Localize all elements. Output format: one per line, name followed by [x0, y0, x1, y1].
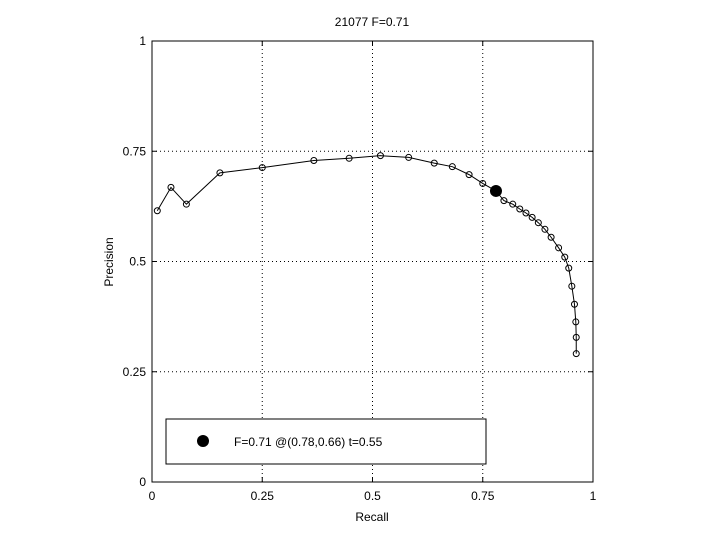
data-point — [345, 154, 353, 162]
data-point — [430, 159, 438, 167]
x-tick-label: 0 — [149, 489, 156, 503]
data-point — [565, 264, 573, 272]
grid-lines — [152, 41, 593, 482]
x-axis-label: Recall — [355, 510, 388, 524]
legend-box — [165, 418, 487, 465]
pr-curve-line — [156, 155, 577, 354]
data-point — [167, 183, 175, 191]
data-point — [310, 157, 318, 165]
y-tick-label: 0.25 — [123, 365, 147, 379]
chart-title: 21077 F=0.71 — [335, 15, 410, 29]
x-tick-label: 1 — [590, 489, 597, 503]
legend: F=0.71 @(0.78,0.66) t=0.55 — [165, 418, 487, 465]
data-point — [572, 318, 580, 326]
data-point — [534, 219, 542, 227]
data-point — [216, 169, 224, 177]
data-point — [572, 333, 580, 341]
legend-label: F=0.71 @(0.78,0.66) t=0.55 — [234, 435, 383, 449]
y-tick-label: 1 — [139, 34, 146, 48]
data-point — [561, 253, 569, 261]
x-tick-label: 0.25 — [251, 489, 275, 503]
data-point — [500, 197, 508, 205]
data-point — [572, 350, 580, 358]
y-tick-label: 0 — [139, 475, 146, 489]
data-point — [376, 152, 384, 160]
data-point — [448, 163, 456, 171]
pr-curve — [153, 152, 580, 358]
data-point — [522, 209, 530, 217]
y-tick-label: 0.75 — [123, 144, 147, 158]
data-point — [153, 207, 161, 215]
x-tick-label: 0.5 — [364, 489, 381, 503]
data-point — [258, 164, 266, 172]
data-point — [405, 153, 413, 161]
data-point — [182, 200, 190, 208]
data-point — [555, 244, 563, 252]
data-point — [516, 205, 524, 213]
x-tick-label: 0.75 — [471, 489, 495, 503]
data-point — [479, 179, 487, 187]
data-point — [547, 233, 555, 241]
data-point — [570, 300, 578, 308]
data-point — [465, 171, 473, 179]
legend-marker — [197, 435, 209, 447]
data-point — [568, 282, 576, 290]
y-axis-label: Precision — [102, 237, 116, 286]
axis-ticks: 0 0.25 0.5 0.75 1 0 0.25 0.5 0.75 1 — [123, 34, 597, 503]
data-point — [528, 213, 536, 221]
y-tick-label: 0.5 — [129, 255, 146, 269]
data-point — [541, 225, 549, 233]
best-f-point — [489, 184, 502, 197]
data-point — [509, 200, 517, 208]
